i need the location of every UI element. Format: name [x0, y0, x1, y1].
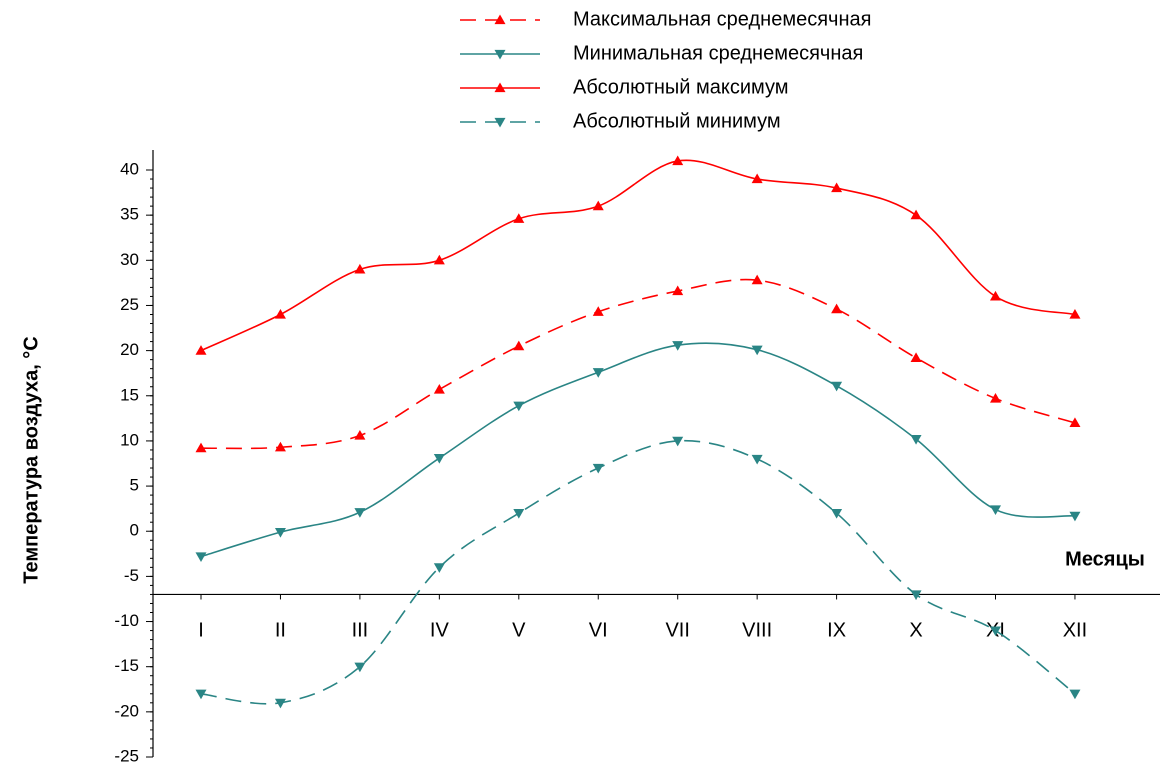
marker — [592, 306, 604, 316]
marker — [751, 454, 763, 465]
marker — [910, 590, 922, 600]
marker — [592, 200, 604, 211]
legend-label: Абсолютный максимум — [573, 76, 789, 98]
marker — [1069, 308, 1081, 319]
marker — [274, 308, 286, 319]
marker — [831, 303, 843, 314]
x-tick-label: VIII — [742, 620, 772, 642]
marker — [990, 290, 1001, 301]
marker — [433, 563, 445, 573]
marker — [433, 453, 445, 464]
marker — [513, 340, 525, 351]
legend-label: Абсолютный минимум — [573, 110, 781, 132]
series-line — [200, 439, 1076, 705]
y-axis-label: Температура воздуха, °C — [20, 336, 42, 584]
x-tick-label: I — [198, 620, 204, 642]
y-tick-label: -15 — [114, 656, 139, 675]
y-tick-label: -5 — [124, 566, 139, 585]
marker — [990, 392, 1001, 403]
legend-marker — [494, 82, 506, 93]
legend-marker — [494, 14, 506, 25]
marker — [1069, 689, 1081, 700]
legend-label: Максимальная среднемесячная — [573, 8, 871, 30]
marker — [195, 442, 207, 453]
marker — [195, 552, 207, 563]
marker — [592, 368, 604, 378]
marker — [354, 430, 366, 440]
legend-label: Минимальная среднемесячная — [573, 42, 863, 64]
y-tick-label: 30 — [120, 250, 139, 269]
marker — [831, 182, 843, 193]
x-tick-label: VII — [665, 620, 689, 642]
marker — [672, 436, 684, 447]
marker — [672, 341, 684, 351]
y-tick-label: -10 — [114, 611, 139, 630]
marker — [1069, 511, 1081, 522]
marker — [195, 345, 207, 355]
y-tick-label: 10 — [120, 430, 139, 449]
marker — [274, 528, 286, 538]
y-tick-label: -20 — [114, 701, 139, 720]
x-tick-label: II — [275, 620, 286, 642]
legend-marker — [494, 117, 506, 128]
marker — [433, 254, 445, 265]
legend-marker — [494, 49, 506, 60]
marker — [751, 274, 763, 285]
marker — [910, 209, 922, 220]
marker — [354, 662, 366, 673]
x-tick-label: V — [512, 620, 526, 642]
marker — [354, 508, 366, 518]
marker — [1069, 417, 1081, 427]
y-tick-label: 35 — [120, 205, 139, 224]
marker — [910, 434, 922, 445]
y-tick-label: 5 — [130, 476, 139, 495]
y-tick-label: 15 — [120, 385, 139, 404]
series-line — [200, 159, 1076, 352]
marker — [751, 345, 763, 356]
x-tick-label: III — [352, 620, 369, 642]
marker — [513, 213, 525, 223]
x-tick-label: X — [909, 620, 922, 642]
marker — [910, 352, 922, 362]
marker — [831, 381, 843, 392]
marker — [195, 689, 207, 700]
marker — [672, 285, 684, 296]
marker — [672, 155, 684, 166]
x-tick-label: VI — [589, 620, 608, 642]
y-tick-label: 20 — [120, 340, 139, 359]
x-tick-label: IX — [827, 620, 846, 642]
marker — [274, 441, 286, 452]
series-line — [200, 278, 1076, 450]
y-tick-label: 0 — [130, 521, 139, 540]
x-axis-label: Месяцы — [1065, 548, 1145, 570]
x-tick-label: IV — [430, 620, 450, 642]
marker — [433, 383, 445, 394]
marker — [751, 173, 763, 184]
marker — [990, 505, 1001, 516]
y-tick-label: -25 — [114, 746, 139, 765]
y-tick-label: 40 — [120, 159, 139, 178]
x-tick-label: XII — [1063, 620, 1087, 642]
marker — [274, 698, 286, 709]
marker — [831, 509, 843, 519]
marker — [354, 263, 366, 274]
series-line — [200, 342, 1076, 558]
y-tick-label: 25 — [120, 295, 139, 314]
marker — [513, 509, 525, 519]
marker — [513, 401, 525, 412]
marker — [990, 626, 1001, 637]
marker — [592, 463, 604, 474]
